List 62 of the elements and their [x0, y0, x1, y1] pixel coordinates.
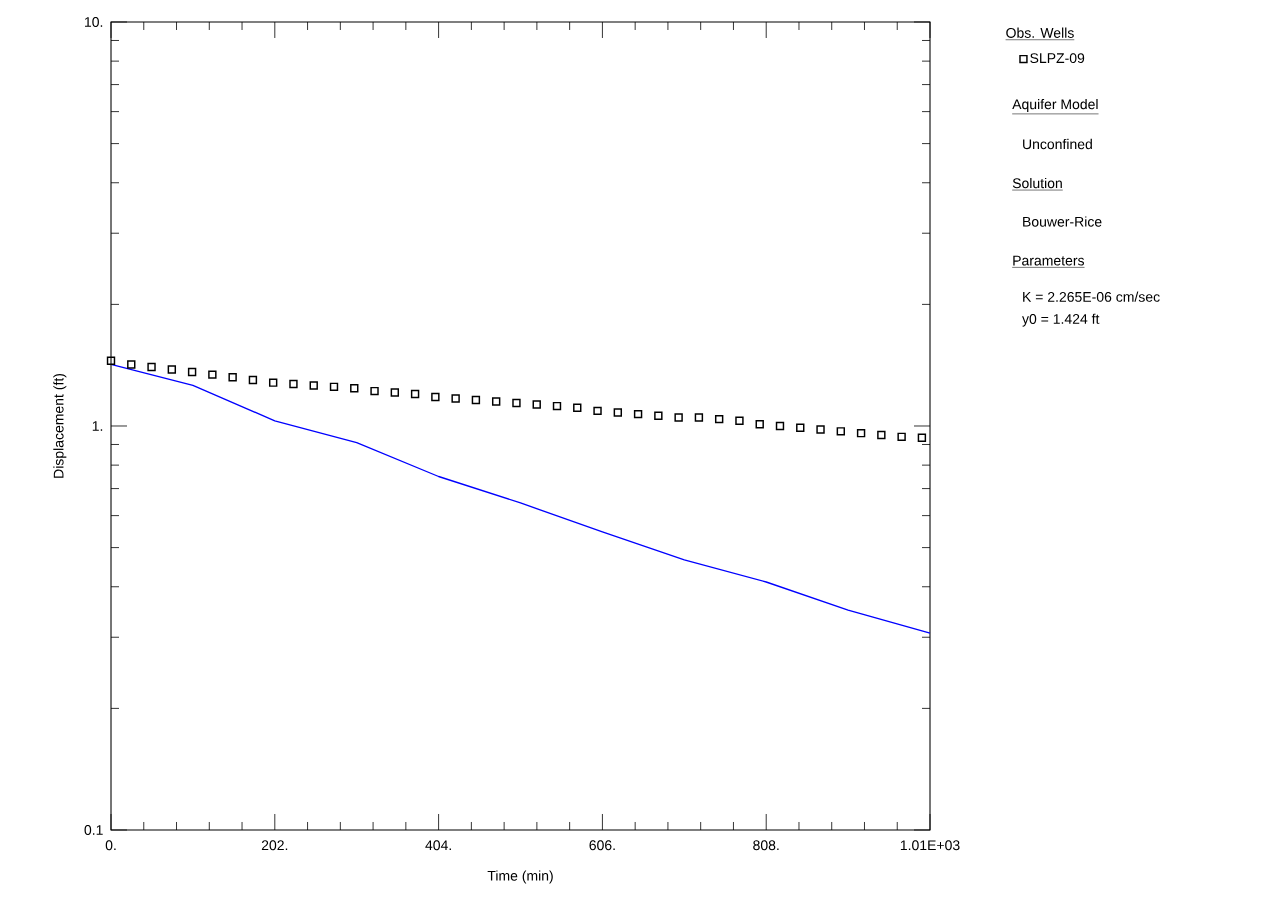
point [208, 370, 217, 379]
x-tick-label: 808. [753, 840, 779, 851]
point [654, 411, 663, 420]
point [633, 409, 643, 419]
point [775, 421, 785, 431]
point [613, 408, 623, 417]
point [593, 406, 602, 416]
point [877, 430, 886, 440]
text: y0 = 1.424 ft [1022, 313, 1100, 327]
x-tick-label: 404. [425, 840, 451, 851]
point [289, 379, 298, 389]
x-tick-label: 606. [589, 840, 615, 851]
point [816, 425, 825, 434]
legend-title: Obs. Wells [1006, 27, 1074, 38]
point [512, 398, 521, 408]
point [491, 397, 501, 406]
point [309, 381, 318, 390]
text: Parameters [1013, 255, 1085, 266]
text: Aquifer Model [1012, 98, 1098, 113]
point [897, 432, 906, 442]
point [471, 395, 481, 405]
point [694, 413, 704, 422]
line-series [110, 363, 931, 634]
x-tick-label: 1.01E+03 [900, 840, 960, 851]
y-tick-label: 0.1 [84, 825, 103, 835]
point [451, 394, 460, 403]
point [350, 384, 359, 393]
text: Solution [1012, 177, 1062, 189]
y-axis-title: Displacement (ft) [53, 373, 67, 478]
point [187, 367, 197, 377]
point [674, 413, 683, 422]
point [755, 420, 764, 429]
text: Unconfined [1023, 138, 1092, 150]
point [127, 360, 136, 369]
point [370, 386, 379, 396]
x-tick-label: 0. [105, 840, 116, 851]
legend-label: SLPZ-09 [1030, 53, 1085, 64]
y-tick-label: 10. [85, 17, 103, 27]
point [856, 428, 866, 438]
point [147, 362, 156, 372]
point [268, 378, 278, 387]
point [917, 433, 927, 442]
text: K = 2.265E-06 cm/sec [1023, 291, 1160, 302]
point [248, 375, 258, 385]
point [329, 382, 339, 392]
point [390, 388, 400, 397]
point [431, 392, 440, 402]
text: Bouwer-Rice [1023, 216, 1102, 227]
point [410, 389, 420, 399]
x-tick-label: 202. [261, 840, 288, 851]
point [532, 400, 541, 409]
point [836, 427, 846, 436]
point [735, 416, 744, 426]
x-axis-title: Time (min) [487, 870, 553, 884]
point [106, 356, 116, 365]
y-tick-label: 1. [92, 421, 103, 431]
point [573, 403, 582, 412]
point [552, 401, 562, 411]
point [167, 365, 177, 374]
point [796, 423, 805, 432]
point [228, 373, 237, 382]
point [714, 414, 724, 424]
